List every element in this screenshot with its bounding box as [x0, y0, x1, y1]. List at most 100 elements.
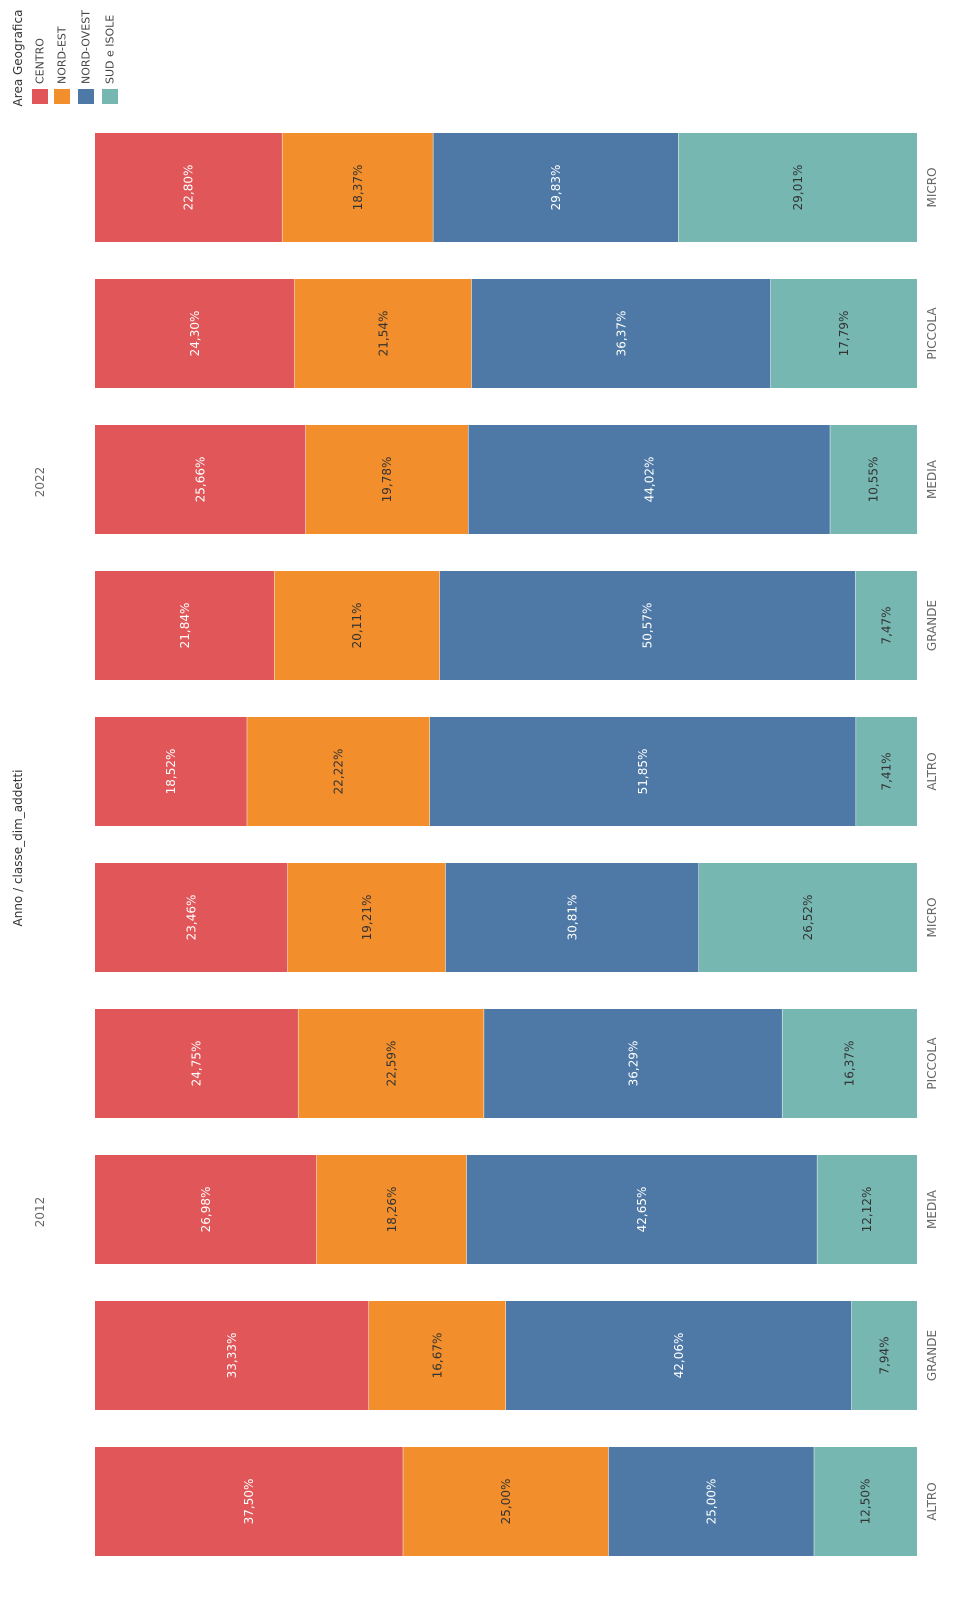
bar-2022-grande: 21,84% 20,11% 50,57% 7,47%	[95, 571, 917, 680]
data-label-2022-altro-nord-est: 22,22%	[332, 749, 346, 795]
data-label-2022-micro-nord-ovest: 29,83%	[549, 165, 563, 211]
bar-2022-piccola: 24,30% 21,54% 36,37% 17,79%	[95, 279, 917, 388]
data-label-2012-micro-sud-e-isole: 26,52%	[801, 895, 815, 941]
data-label-2012-altro-centro: 37,50%	[242, 1479, 256, 1525]
segment-2022-piccola-centro	[95, 279, 295, 388]
segment-2022-piccola-sud-e-isole	[770, 279, 917, 388]
category-label-2012-piccola: PICCOLA	[925, 1037, 939, 1090]
data-label-2022-media-centro: 25,66%	[193, 457, 207, 503]
data-label-2022-media-nord-ovest: 44,02%	[642, 457, 656, 503]
data-label-2022-grande-nord-ovest: 50,57%	[641, 603, 655, 649]
legend-label-nord-est: NORD-EST	[56, 26, 69, 84]
legend-label-centro: CENTRO	[34, 38, 47, 84]
data-label-2022-piccola-nord-ovest: 36,37%	[614, 311, 628, 357]
data-label-2012-piccola-sud-e-isole: 16,37%	[843, 1041, 857, 1087]
segment-2022-media-nord-est	[305, 425, 468, 534]
category-label-2022-altro: ALTRO	[925, 752, 939, 790]
segment-2012-micro-nord-est	[287, 863, 446, 972]
segment-2012-altro-centro	[95, 1447, 403, 1556]
segment-2022-altro-sud-e-isole	[856, 717, 917, 826]
category-label-2022-micro: MICRO	[925, 167, 939, 207]
segment-2022-altro-nord-est	[247, 717, 430, 826]
data-label-2012-grande-nord-ovest: 42,06%	[672, 1333, 686, 1379]
segment-2012-media-sud-e-isole	[817, 1155, 917, 1264]
data-label-2012-grande-sud-e-isole: 7,94%	[877, 1336, 891, 1374]
bar-2022-altro: 18,52% 22,22% 51,85% 7,41%	[95, 717, 917, 826]
legend-swatch-centro	[32, 89, 48, 104]
data-label-2012-grande-nord-est: 16,67%	[430, 1333, 444, 1379]
bar-2012-micro: 23,46% 19,21% 30,81% 26,52%	[95, 863, 917, 972]
data-label-2022-media-sud-e-isole: 10,55%	[867, 457, 881, 503]
data-label-2012-media-nord-est: 18,26%	[385, 1187, 399, 1233]
segment-2022-micro-nord-est	[282, 133, 433, 242]
bar-2022-media: 25,66% 19,78% 44,02% 10,55%	[95, 425, 917, 534]
data-label-2022-altro-centro: 18,52%	[164, 749, 178, 795]
data-label-2012-altro-nord-ovest: 25,00%	[705, 1479, 719, 1525]
segment-2012-media-nord-est	[316, 1155, 467, 1264]
data-label-2022-piccola-nord-est: 21,54%	[376, 311, 390, 357]
data-label-2022-micro-nord-est: 18,37%	[351, 165, 365, 211]
data-label-2012-grande-centro: 33,33%	[225, 1333, 239, 1379]
bar-2012-altro: 37,50% 25,00% 25,00% 12,50%	[95, 1447, 917, 1556]
data-label-2022-altro-sud-e-isole: 7,41%	[880, 752, 894, 790]
legend-label-nord-ovest: NORD-OVEST	[80, 10, 93, 84]
category-label-2012-micro: MICRO	[925, 897, 939, 937]
segment-2022-media-sud-e-isole	[830, 425, 917, 534]
segment-2012-media-centro	[95, 1155, 317, 1264]
legend: Area Geografica CENTRO NORD-EST NORD-OVEST S…	[11, 10, 118, 107]
category-label-2022-media: MEDIA	[925, 459, 939, 499]
data-label-2022-micro-centro: 22,80%	[182, 165, 196, 211]
category-label-2022-piccola: PICCOLA	[925, 307, 939, 360]
bar-2012-piccola: 24,75% 22,59% 36,29% 16,37%	[95, 1009, 917, 1118]
legend-label-sud-e-isole: SUD e ISOLE	[104, 15, 117, 84]
data-label-2012-micro-nord-est: 19,21%	[360, 895, 374, 941]
segment-2022-piccola-nord-ovest	[471, 279, 771, 388]
segment-2022-altro-centro	[95, 717, 247, 826]
segment-2022-media-centro	[95, 425, 306, 534]
segment-2022-grande-nord-est	[274, 571, 440, 680]
axis-title: Anno / classe_dim_addetti	[11, 770, 25, 927]
data-label-2022-grande-nord-est: 20,11%	[350, 603, 364, 649]
segment-2012-grande-nord-ovest	[506, 1301, 852, 1410]
segment-2012-piccola-sud-e-isole	[782, 1009, 917, 1118]
segment-2012-altro-sud-e-isole	[814, 1447, 917, 1556]
segment-2012-micro-centro	[95, 863, 288, 972]
data-label-2012-altro-sud-e-isole: 12,50%	[859, 1479, 873, 1525]
data-label-2022-micro-sud-e-isole: 29,01%	[791, 165, 805, 211]
segment-2012-micro-nord-ovest	[445, 863, 699, 972]
data-label-2012-piccola-nord-est: 22,59%	[384, 1041, 398, 1087]
category-label-2012-media: MEDIA	[925, 1189, 939, 1229]
data-label-2012-piccola-nord-ovest: 36,29%	[626, 1041, 640, 1087]
data-label-2022-media-nord-est: 19,78%	[380, 457, 394, 503]
segment-2012-piccola-nord-est	[298, 1009, 484, 1118]
segment-2022-micro-centro	[95, 133, 282, 242]
bar-2022-micro: 22,80% 18,37% 29,83% 29,01%	[95, 133, 917, 242]
data-label-2012-micro-nord-ovest: 30,81%	[565, 895, 579, 941]
segment-2012-micro-sud-e-isole	[699, 863, 917, 972]
category-label-2012-altro: ALTRO	[925, 1482, 939, 1520]
data-label-2012-media-nord-ovest: 42,65%	[635, 1187, 649, 1233]
data-label-2012-piccola-centro: 24,75%	[190, 1041, 204, 1087]
year-label-2022: 2022	[33, 467, 47, 498]
segment-2012-altro-nord-est	[403, 1447, 609, 1556]
segment-2022-grande-centro	[95, 571, 275, 680]
segment-2012-grande-centro	[95, 1301, 369, 1410]
legend-title: Area Geografica	[11, 10, 25, 107]
segment-2012-piccola-centro	[95, 1009, 298, 1118]
segment-2012-altro-nord-ovest	[608, 1447, 814, 1556]
data-label-2012-altro-nord-est: 25,00%	[499, 1479, 513, 1525]
segment-2022-grande-nord-ovest	[439, 571, 856, 680]
data-label-2012-media-sud-e-isole: 12,12%	[860, 1187, 874, 1233]
segment-2022-piccola-nord-est	[294, 279, 472, 388]
segment-2012-piccola-nord-ovest	[484, 1009, 782, 1118]
segment-2022-micro-nord-ovest	[433, 133, 679, 242]
category-label-2022-grande: GRANDE	[925, 600, 939, 651]
segment-2022-micro-sud-e-isole	[678, 133, 917, 242]
legend-swatch-nord-ovest	[78, 89, 94, 104]
bar-2012-grande: 33,33% 16,67% 42,06% 7,94%	[95, 1301, 917, 1410]
segment-2012-media-nord-ovest	[466, 1155, 817, 1264]
year-label-2012: 2012	[33, 1197, 47, 1228]
segment-2022-grande-sud-e-isole	[855, 571, 917, 680]
segment-2022-media-nord-ovest	[468, 425, 830, 534]
